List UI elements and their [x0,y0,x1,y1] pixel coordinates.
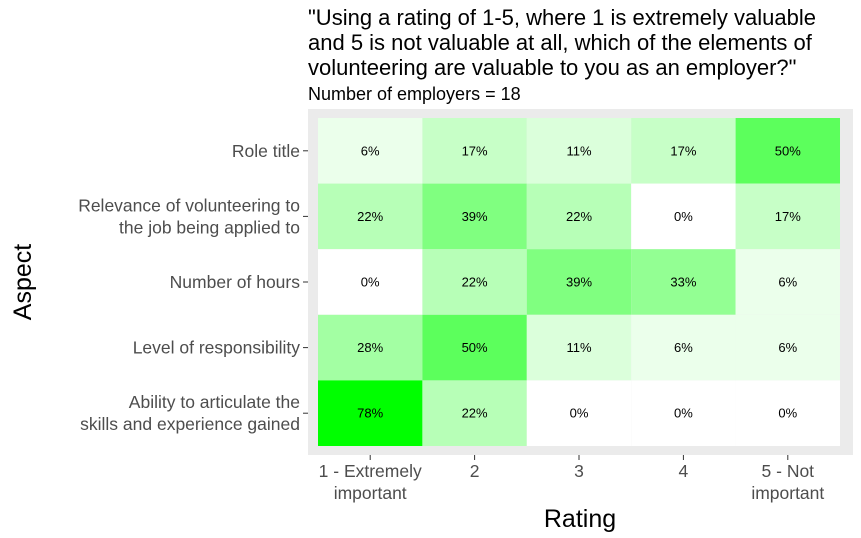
cell-value-label: 22% [566,209,592,224]
y-tick-label: Relevance of volunteering to the job bein… [78,195,300,237]
y-axis-title: Aspect [9,244,37,320]
y-tick-labels: Role title Relevance of volunteering to th… [78,141,308,434]
heatmap-cell [422,314,527,381]
heatmap-cell [318,380,423,446]
y-tick-label: Ability to articulate the skills and expe… [80,392,300,434]
cell-value-label: 22% [357,209,383,224]
cell-value-label: 0% [674,209,693,224]
cell-value-label: 50% [775,143,801,158]
x-axis-title: Rating [544,505,616,533]
cell-value-label: 6% [361,143,380,158]
x-tick-label: 1 - Extremely important [319,461,422,503]
heatmap-cell [735,118,840,184]
heatmap-cell [631,380,736,446]
heatmap-cell [631,249,736,315]
cell-value-label: 0% [778,406,797,421]
heatmap-cell [735,380,840,446]
heatmap-cell [526,380,632,446]
x-tick-label: 3 [574,461,584,481]
heatmap-cell [318,118,423,184]
y-tick-label: Number of hours [170,272,301,292]
cell-value-label: 0% [570,406,589,421]
heatmap-cell [735,183,840,250]
cell-value-label: 33% [670,275,696,290]
cell-value-label: 17% [670,143,696,158]
heatmap-cell [526,249,632,315]
cell-value-label: 39% [462,209,488,224]
heatmap-cell [735,249,840,315]
cell-value-label: 11% [566,143,591,158]
cell-value-label: 11% [566,340,591,355]
cell-value-label: 17% [775,209,801,224]
heatmap-cell [631,314,736,381]
y-tick-label: Level of responsibility [133,338,301,358]
x-tick-label: 4 [679,461,689,481]
heatmap-cell [422,183,527,250]
cell-value-label: 0% [674,406,693,421]
heatmap-cells: 6% 17% 11% 17% 50% 22% 39% 22% 0% 17% 0% 22% 39% 33% 6… [318,118,840,446]
chart-subtitle: Number of employers = 18 [308,84,521,104]
chart-title: "Using a rating of 1-5, where 1 is extre… [308,5,816,80]
heatmap-cell [318,314,423,381]
cell-value-label: 6% [778,340,797,355]
cell-value-label: 6% [778,275,797,290]
heatmap-cell [526,314,632,381]
heatmap-cell [631,118,736,184]
cell-value-label: 0% [361,275,380,290]
heatmap-cell [631,183,736,250]
x-tick-labels: 1 - Extremely important 2 3 4 5 - Not importan… [319,455,824,503]
cell-value-label: 17% [462,143,488,158]
heatmap-cell [735,314,840,381]
title-block: "Using a rating of 1-5, where 1 is extre… [308,5,853,105]
heatmap-cell [318,249,423,315]
cell-value-label: 39% [566,275,592,290]
heatmap-cell [318,183,423,250]
cell-value-label: 22% [462,275,488,290]
x-tick-label: 2 [470,461,480,481]
heatmap-cell [526,118,632,184]
x-tick-label: 5 - Not important [751,461,824,503]
cell-value-label: 78% [357,406,383,421]
heatmap-cell [422,118,527,184]
heatmap-cell [422,249,527,315]
cell-value-label: 50% [462,340,488,355]
cell-value-label: 6% [674,340,693,355]
heatmap-cell [526,183,632,250]
heatmap-cell [422,380,527,446]
cell-value-label: 28% [357,340,383,355]
cell-value-label: 22% [462,406,488,421]
y-tick-label: Role title [232,141,300,161]
